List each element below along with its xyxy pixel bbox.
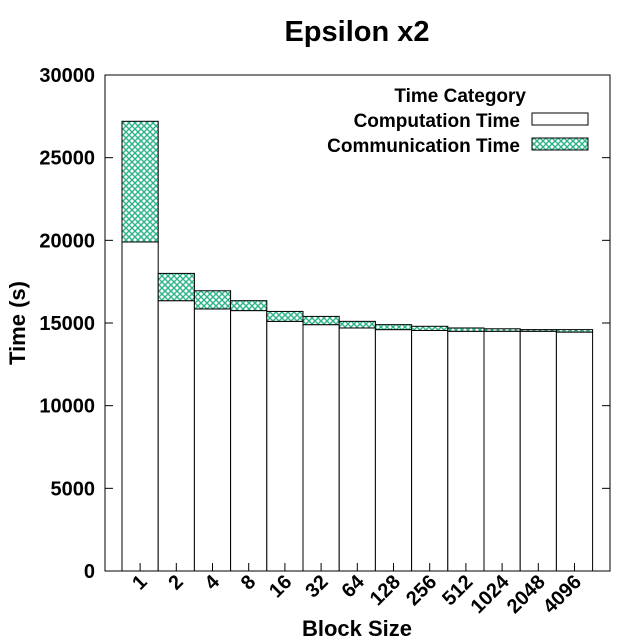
bar-communication (483, 328, 521, 332)
x-tick-label: 16 (265, 571, 296, 602)
bar-communication (374, 324, 413, 331)
legend: Time Category Computation Time Communica… (327, 86, 589, 157)
bar-computation (374, 329, 413, 572)
y-tick-label: 5000 (51, 478, 96, 500)
legend-label-computation: Computation Time (354, 111, 520, 132)
x-tick-label: 1 (128, 571, 151, 594)
bar-computation (555, 331, 594, 572)
bar-computation (266, 320, 304, 572)
y-tick-label: 30000 (39, 65, 95, 87)
legend-title: Time Category (394, 86, 526, 107)
x-tick-label: 32 (301, 571, 332, 602)
x-tick-label: 256 (402, 571, 441, 610)
x-tick-label: 64 (338, 570, 370, 602)
bar-communication (193, 290, 232, 310)
bar-computation (519, 330, 557, 572)
bar-communication (302, 315, 340, 326)
bar-computation (338, 327, 376, 572)
bar-communication (519, 329, 557, 332)
y-tick-label: 0 (84, 561, 95, 583)
bar-communication (121, 120, 159, 243)
bar-computation (193, 308, 232, 572)
x-tick-label: 2 (164, 571, 187, 594)
bar-communication (157, 272, 195, 302)
x-tick-label: 1024 (467, 570, 515, 618)
x-tick-label: 4 (201, 570, 225, 594)
bar-computation (447, 330, 485, 572)
y-tick-label: 10000 (39, 396, 95, 418)
x-tick-label: 8 (237, 571, 260, 594)
chart-title: Epsilon x2 (284, 16, 429, 48)
bar-computation (230, 310, 268, 572)
x-axis-label: Block Size (302, 616, 412, 640)
bar-communication (447, 327, 485, 332)
bar-computation (483, 330, 521, 572)
bar-communication (266, 310, 304, 322)
bar-communication (411, 325, 449, 331)
x-tick-label: 2048 (503, 571, 550, 618)
x-tick-label: 4096 (539, 571, 586, 618)
y-tick-label: 15000 (39, 313, 95, 335)
y-axis-label: Time (s) (5, 281, 30, 365)
legend-label-communication: Communication Time (327, 136, 520, 157)
bar-computation (121, 241, 159, 572)
bar-computation (157, 300, 195, 572)
bar-computation (411, 329, 449, 572)
legend-swatch-computation (531, 112, 589, 126)
y-tick-label: 25000 (39, 148, 95, 170)
bar-communication (555, 329, 594, 333)
bar-communication (230, 300, 268, 312)
x-tick-label: 128 (366, 571, 405, 610)
bars-group (121, 120, 594, 572)
y-tick-label: 20000 (39, 230, 95, 252)
bar-communication (338, 320, 376, 329)
bar-computation (302, 324, 340, 572)
legend-swatch-communication (531, 137, 589, 151)
